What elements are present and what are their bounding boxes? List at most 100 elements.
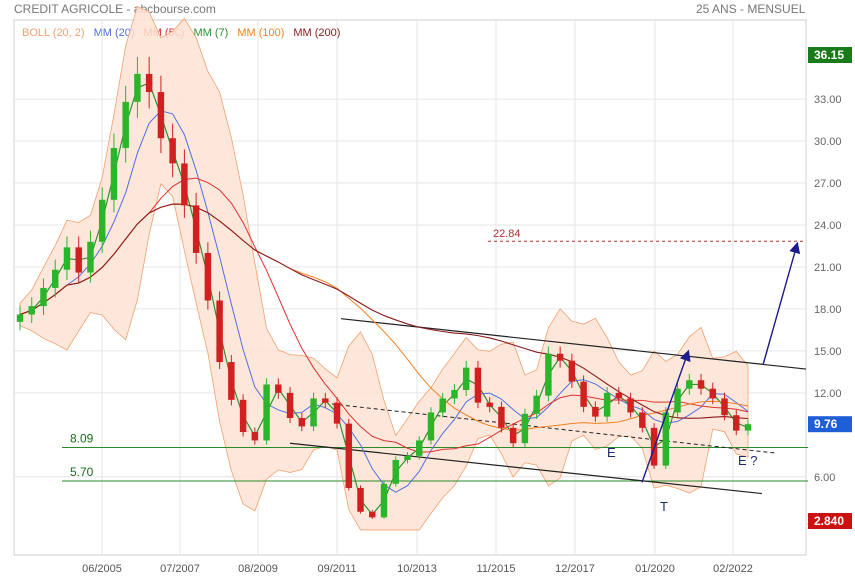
annotations: E T E ? — [607, 241, 801, 514]
channel-bottom-line — [289, 442, 763, 495]
candle-body — [322, 398, 329, 403]
chart-title: CREDIT AGRICOLE - abcbourse.com — [14, 2, 216, 16]
candle-body — [486, 402, 493, 407]
candle-body — [404, 455, 411, 461]
candle-body — [239, 399, 247, 433]
candle-body — [357, 487, 364, 512]
y-tick-label: 30.00 — [814, 136, 842, 148]
candle-body — [275, 384, 282, 393]
y-tick-label: 6.00 — [814, 472, 835, 484]
annotation-label: E — [607, 445, 616, 460]
candle-body — [228, 362, 235, 400]
x-tick-label: 10/2013 — [397, 563, 437, 575]
candle-body — [415, 440, 423, 456]
y-tick-label: 12.00 — [814, 388, 842, 400]
candle-body — [16, 314, 24, 322]
candle-body — [75, 247, 82, 273]
support-label: 5.70 — [70, 465, 94, 479]
candle-body — [686, 380, 693, 389]
x-tick-label: 06/2005 — [82, 563, 122, 575]
candle-body — [40, 287, 47, 307]
candle-body — [615, 392, 623, 399]
grid-lines — [13, 19, 807, 556]
target-label: 22.84 — [493, 228, 521, 240]
last-price-tag-bg — [808, 416, 852, 433]
candle-body — [333, 402, 341, 424]
candle-body — [498, 406, 505, 428]
candle-body — [462, 367, 470, 391]
max-price-tag: 36.15 — [814, 48, 844, 62]
x-tick-label: 08/2009 — [238, 563, 278, 575]
candle-body — [251, 432, 259, 441]
x-tick-label: 07/2007 — [160, 563, 200, 575]
candle-body — [122, 101, 129, 149]
candle-body — [474, 367, 482, 403]
candle-body — [28, 306, 35, 315]
bollinger-band — [19, 5, 749, 531]
candle-body — [98, 199, 106, 242]
candle-body — [580, 381, 587, 407]
candle-body — [451, 390, 458, 399]
candle-body — [145, 73, 153, 93]
candle-body — [263, 384, 270, 441]
candle-body — [345, 423, 353, 488]
candle-body — [298, 418, 306, 427]
candle-body — [674, 388, 681, 413]
candle-body — [380, 483, 388, 518]
candles — [16, 56, 752, 519]
candle-body — [662, 412, 670, 466]
plot-frame — [13, 19, 807, 556]
legend-item: MM (100) — [237, 27, 285, 39]
candle-body — [439, 398, 446, 413]
candle-body — [63, 247, 71, 270]
candle-body — [603, 392, 611, 417]
x-tick-label: 12/2017 — [555, 563, 595, 575]
ma-200-line — [19, 203, 749, 420]
candle-body — [427, 412, 435, 441]
chart-period: 25 ANS - MENSUEL — [696, 2, 806, 16]
x-tick-label: 01/2020 — [635, 563, 675, 575]
candle-body — [157, 92, 165, 139]
x-tick-label: 09/2011 — [318, 563, 357, 575]
candle-body — [556, 353, 564, 361]
candle-body — [721, 398, 728, 416]
candle-body — [592, 406, 599, 417]
candle-body — [521, 413, 529, 444]
candle-body — [134, 73, 141, 102]
candle-body — [310, 398, 317, 427]
min-price-tag-bg — [808, 513, 852, 529]
legend-item: MM (20) — [93, 27, 135, 39]
y-tick-label: 27.00 — [814, 178, 842, 190]
candle-body — [545, 353, 552, 396]
candle-body — [87, 241, 94, 273]
candle-body — [639, 412, 646, 428]
y-tick-label: 18.00 — [814, 304, 842, 316]
chart-legend: BOLL (20, 2) MM (20) MM (50) MM (7) MM (100)… — [22, 27, 349, 39]
candle-body — [533, 395, 540, 414]
axes: 33.00 30.00 27.00 24.00 21.00 18.00 15.00 12.00… — [82, 47, 852, 575]
candle-body — [286, 392, 294, 419]
candle-body — [697, 380, 705, 389]
y-tick-label: 24.00 — [814, 220, 842, 232]
candle-body — [568, 360, 576, 382]
candle-body — [181, 163, 188, 206]
candle-body — [509, 427, 517, 444]
candle-body — [709, 388, 717, 399]
arrow-up-2 — [762, 241, 801, 366]
candle-body — [51, 269, 59, 288]
candle-body — [216, 300, 223, 363]
candle-body — [733, 415, 740, 431]
support-label: 8.09 — [70, 432, 94, 446]
candle-body — [204, 252, 212, 301]
candle-body — [169, 138, 176, 164]
candle-body — [192, 205, 200, 253]
y-tick-label: 33.00 — [814, 94, 842, 106]
support-levels: 8.09 5.70 22.84 — [62, 228, 808, 482]
max-price-tag-bg — [808, 47, 852, 63]
channel-mid-line — [331, 403, 776, 454]
candle-body — [369, 511, 376, 518]
x-tick-label: 11/2015 — [477, 563, 516, 575]
y-tick-label: 15.00 — [814, 346, 842, 358]
